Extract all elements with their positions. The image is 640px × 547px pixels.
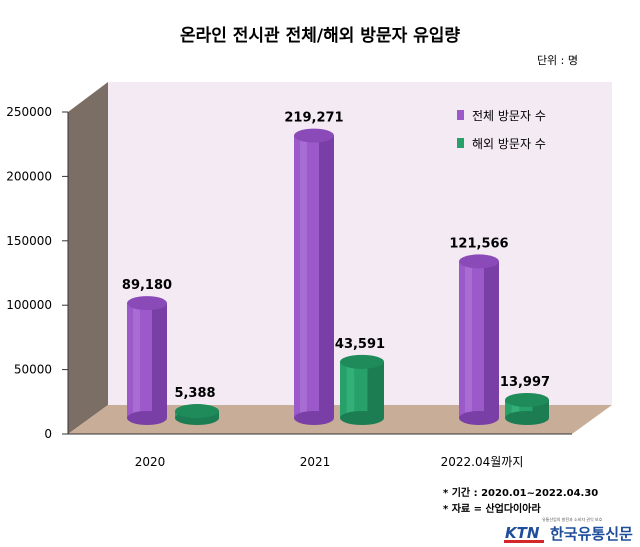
category-labels: 2020 2021 2022.04월까지 [135, 455, 524, 469]
bar-bottom [505, 411, 549, 425]
data-label: 43,591 [335, 337, 385, 352]
logo-name: 한국유통신문 [550, 525, 633, 543]
bars: 89,180 219,271 121,566 5,388 43,591 13,997 [122, 111, 550, 425]
bar-shade [319, 135, 334, 418]
bar-overseas [175, 404, 219, 425]
chart-side-wall [68, 82, 108, 434]
data-label: 5,388 [174, 386, 215, 401]
logo-tagline: 유통산업의 발전과 소비자 권익 보호 [542, 516, 603, 522]
bar-shade [152, 303, 167, 418]
data-label: 89,180 [122, 278, 172, 293]
logo-brand: KTN [505, 524, 540, 542]
logo-underline [504, 540, 544, 543]
data-label: 121,566 [449, 236, 508, 251]
bar-total [294, 128, 334, 425]
bar-top [127, 296, 167, 311]
bar-highlight [465, 261, 472, 418]
category-label: 2021 [300, 455, 331, 469]
bar-top [340, 354, 384, 369]
bar-bottom [127, 411, 167, 425]
footnote-period: * 기간 : 2020.01~2022.04.30 [443, 486, 598, 499]
y-tick-label: 200000 [6, 169, 52, 183]
bar-top [459, 254, 499, 269]
bar-bottom [340, 411, 384, 425]
legend-swatch-overseas [457, 138, 464, 148]
bar-highlight [133, 303, 140, 418]
bar-bottom [294, 411, 334, 425]
data-label: 219,271 [284, 111, 343, 126]
bar-top [175, 404, 219, 419]
legend: 전체 방문자 수 해외 방문자 수 [457, 109, 546, 151]
y-axis-ticks: 250000 200000 150000 100000 50000 0 [6, 105, 68, 441]
bar-shade [484, 261, 499, 418]
bar-highlight [511, 399, 520, 418]
legend-label-overseas: 해외 방문자 수 [472, 137, 546, 151]
bar-shade [367, 361, 384, 418]
bar-total [127, 296, 167, 425]
y-tick-label: 0 [44, 427, 52, 441]
category-label: 2020 [135, 455, 166, 469]
unit-label: 단위 : 명 [537, 54, 578, 67]
legend-label-total: 전체 방문자 수 [472, 109, 546, 123]
footnote-source: * 자료 = 산업다이아라 [443, 502, 541, 515]
bar-top [294, 128, 334, 143]
bar-highlight [300, 135, 307, 418]
category-label: 2022.04월까지 [441, 455, 524, 469]
bar-top [505, 392, 549, 407]
y-tick-label: 100000 [6, 298, 52, 312]
data-label: 13,997 [500, 375, 550, 390]
legend-swatch-total [457, 110, 464, 120]
ktn-logo: 유통산업의 발전과 소비자 권익 보호 KTN 한국유통신문 [504, 516, 633, 543]
chart-title: 온라인 전시관 전체/해외 방문자 유입량 [180, 26, 460, 46]
bar-bottom [459, 411, 499, 425]
bar-overseas [505, 392, 549, 425]
y-tick-label: 250000 [6, 105, 52, 119]
bar-total [459, 254, 499, 425]
bar-overseas [340, 354, 384, 425]
y-tick-label: 50000 [14, 363, 52, 377]
bar-highlight [346, 361, 355, 418]
y-tick-label: 150000 [6, 234, 52, 248]
